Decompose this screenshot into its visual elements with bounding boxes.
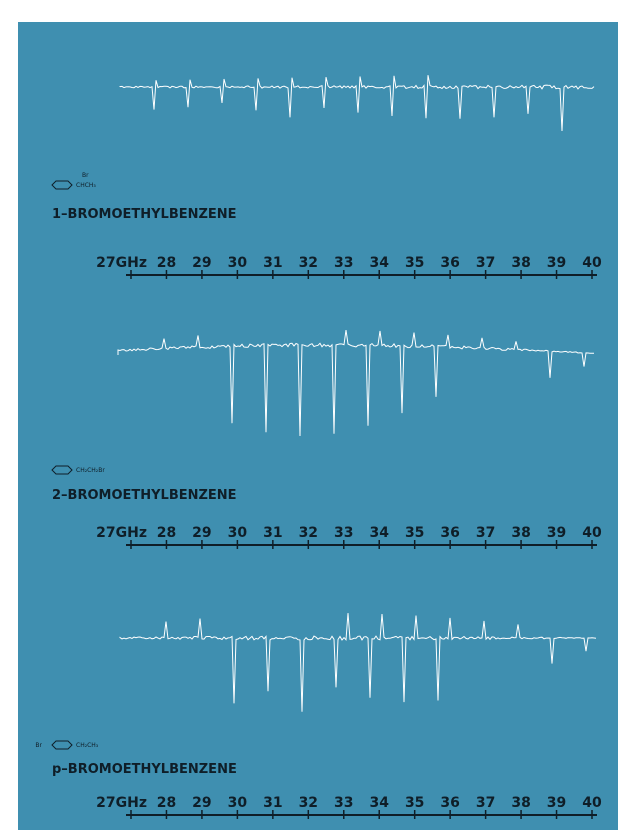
tick-label: 29 — [192, 255, 211, 271]
tick-label: 38 — [511, 525, 530, 541]
tick-label: 33 — [334, 795, 353, 811]
spectrum-trace — [119, 75, 595, 132]
tick-label: 28 — [157, 525, 176, 541]
tick-label: 39 — [547, 795, 566, 811]
formula-label: Br — [82, 172, 89, 179]
tick-label: 34 — [369, 255, 389, 271]
tick-label: 40 — [582, 795, 602, 811]
tick-label: 40 — [582, 255, 602, 271]
tick-label: 36 — [440, 525, 459, 541]
compound-name: p–BROMOETHYLBENZENE — [52, 762, 237, 777]
compound-name: 2–BROMOETHYLBENZENE — [52, 488, 237, 503]
panel-background — [18, 22, 618, 830]
tick-label: 38 — [511, 795, 530, 811]
tick-label: 37 — [476, 795, 495, 811]
benzene-ring — [51, 180, 73, 190]
tick-label: 32 — [299, 255, 318, 271]
tick-label: 28 — [157, 255, 176, 271]
benzene-ring — [51, 740, 73, 750]
tick-label: 36 — [440, 255, 459, 271]
tick-label: 31 — [263, 525, 282, 541]
formula-label: CHCH₃ — [76, 182, 96, 189]
tick-label: 30 — [228, 795, 248, 811]
tick-label: 34 — [369, 795, 389, 811]
tick-label: 33 — [334, 525, 353, 541]
tick-label: 39 — [547, 255, 566, 271]
formula-label: CH₂CH₃ — [76, 742, 99, 749]
spectrum-trace — [117, 330, 594, 437]
tick-label: 28 — [157, 795, 176, 811]
tick-label: 27GHz — [96, 525, 147, 541]
tick-label: 31 — [263, 255, 282, 271]
tick-label: 32 — [299, 525, 318, 541]
tick-label: 30 — [228, 255, 248, 271]
tick-label: 38 — [511, 255, 530, 271]
tick-label: 33 — [334, 255, 353, 271]
tick-label: 30 — [228, 525, 248, 541]
tick-label: 36 — [440, 795, 459, 811]
tick-label: 37 — [476, 255, 495, 271]
tick-label: 37 — [476, 525, 495, 541]
tick-label: 31 — [263, 795, 282, 811]
formula-label: Br — [35, 742, 42, 749]
benzene-ring — [51, 465, 73, 475]
tick-label: 27GHz — [96, 795, 147, 811]
tick-label: 40 — [582, 525, 602, 541]
compound-name: 1–BROMOETHYLBENZENE — [52, 207, 237, 222]
tick-label: 32 — [299, 795, 318, 811]
tick-label: 35 — [405, 795, 424, 811]
tick-label: 34 — [369, 525, 389, 541]
tick-label: 29 — [192, 525, 211, 541]
tick-label: 39 — [547, 525, 566, 541]
tick-label: 35 — [405, 525, 424, 541]
formula-label: CH₂CH₂Br — [76, 467, 105, 474]
tick-label: 35 — [405, 255, 424, 271]
tick-label: 27GHz — [96, 255, 147, 271]
tick-label: 29 — [192, 795, 211, 811]
spectrum-trace — [119, 613, 597, 712]
